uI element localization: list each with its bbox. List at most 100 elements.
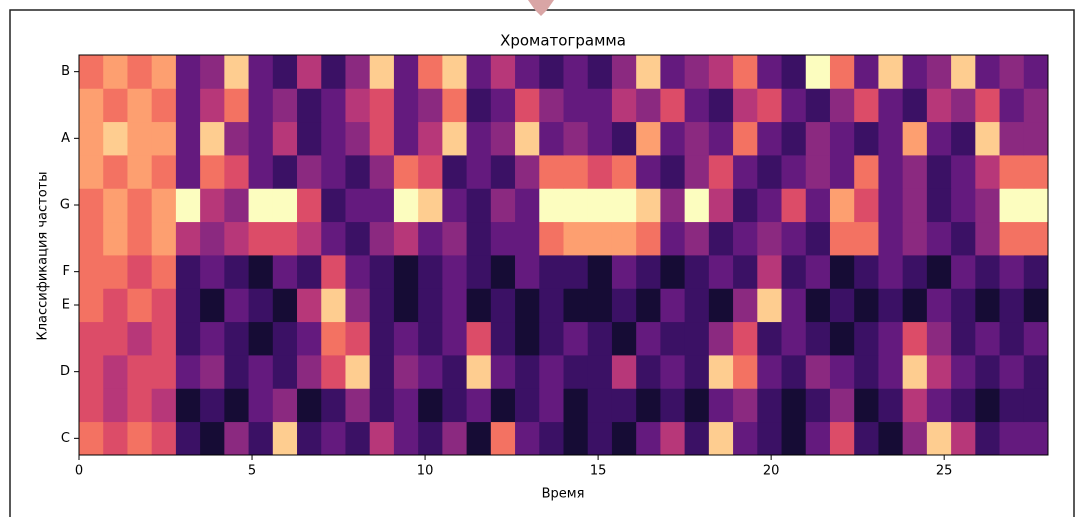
heatmap-cell — [345, 55, 371, 89]
heatmap-cell — [442, 255, 467, 289]
heatmap-cell — [200, 355, 225, 389]
heatmap-cell — [442, 121, 467, 156]
heatmap-cell — [636, 121, 661, 156]
heatmap-cell — [369, 221, 395, 256]
heatmap-cell — [902, 121, 928, 156]
heatmap-cell — [151, 321, 177, 356]
heatmap-cell — [733, 421, 758, 456]
heatmap-cell — [272, 155, 298, 189]
heatmap-cell — [127, 55, 153, 89]
heatmap-cell — [539, 255, 564, 289]
heatmap-cell — [127, 188, 153, 223]
heatmap-cell — [175, 255, 201, 289]
heatmap-cell — [248, 188, 274, 223]
heatmap-cell — [539, 355, 564, 389]
heatmap-cell — [224, 121, 249, 156]
heatmap-cell — [1023, 288, 1049, 323]
heatmap-cell — [708, 121, 734, 156]
heatmap-cell — [684, 55, 710, 89]
y-tick-label: G — [60, 198, 70, 213]
heatmap-cell — [248, 221, 274, 256]
heatmap-cell — [490, 121, 516, 156]
heatmap-cell — [321, 255, 346, 289]
heatmap-cell — [563, 155, 589, 189]
heatmap-cell — [175, 388, 201, 423]
heatmap-cell — [539, 421, 564, 456]
heatmap-cell — [951, 355, 976, 389]
heatmap-cell — [345, 255, 371, 289]
heatmap-cell — [151, 55, 177, 89]
heatmap-cell — [781, 121, 807, 156]
heatmap-cell — [878, 55, 904, 89]
heatmap-cell — [708, 55, 734, 89]
heatmap-cell — [151, 421, 177, 456]
heatmap-cell — [587, 88, 613, 123]
heatmap-cell — [611, 55, 637, 89]
heatmap-cell — [539, 121, 564, 156]
heatmap-cell — [272, 388, 298, 423]
heatmap-cell — [151, 388, 177, 423]
heatmap-cell — [805, 121, 831, 156]
heatmap-cell — [79, 355, 104, 389]
heatmap-cell — [781, 421, 807, 456]
heatmap-cell — [975, 355, 1000, 389]
heatmap-cell — [660, 188, 686, 223]
heatmap-cell — [902, 421, 928, 456]
heatmap-cell — [490, 221, 516, 256]
heatmap-cell — [708, 221, 734, 256]
heatmap-cell — [393, 255, 419, 289]
heatmap-cell — [297, 121, 322, 156]
heatmap-cell — [297, 155, 322, 189]
heatmap-cell — [733, 321, 758, 356]
heatmap-cell — [539, 221, 564, 256]
heatmap-cell — [757, 421, 782, 456]
heatmap-cell — [321, 188, 346, 223]
heatmap-cell — [708, 155, 734, 189]
heatmap-cell — [563, 388, 589, 423]
heatmap-cell — [587, 188, 613, 223]
heatmap-cell — [490, 321, 516, 356]
heatmap-cell — [805, 55, 831, 89]
heatmap-cell — [611, 421, 637, 456]
heatmap-cell — [611, 221, 637, 256]
heatmap-cell — [733, 88, 758, 123]
heatmap-cell — [151, 155, 177, 189]
heatmap-cell — [805, 255, 831, 289]
heatmap-cell — [321, 155, 346, 189]
heatmap-cell — [975, 188, 1000, 223]
heatmap-cell — [539, 155, 564, 189]
heatmap-cell — [297, 188, 322, 223]
heatmap-cell — [418, 388, 443, 423]
heatmap-cell — [248, 55, 274, 89]
heatmap-cell — [393, 288, 419, 323]
heatmap-cell — [684, 388, 710, 423]
heatmap-cell — [127, 121, 153, 156]
heatmap-cell — [79, 421, 104, 456]
heatmap-cell — [248, 255, 274, 289]
heatmap-cell — [611, 321, 637, 356]
heatmap-cell — [1023, 121, 1049, 156]
heatmap-cell — [127, 388, 153, 423]
heatmap-cell — [442, 321, 467, 356]
heatmap-cell — [563, 421, 589, 456]
heatmap-cell — [393, 55, 419, 89]
heatmap-cell — [393, 321, 419, 356]
heatmap-cell — [781, 355, 807, 389]
heatmap-cell — [781, 221, 807, 256]
heatmap-cell — [224, 288, 249, 323]
heatmap-cell — [708, 421, 734, 456]
heatmap-cell — [515, 288, 540, 323]
heatmap-cell — [418, 88, 443, 123]
heatmap-cell — [79, 55, 104, 89]
heatmap-cell — [563, 55, 589, 89]
heatmap-cell — [369, 55, 395, 89]
heatmap-cell — [345, 221, 371, 256]
heatmap-cell — [563, 255, 589, 289]
heatmap-cell — [563, 288, 589, 323]
heatmap-cell — [466, 55, 492, 89]
heatmap-cell — [587, 288, 613, 323]
heatmap-cell — [272, 221, 298, 256]
heatmap-cell — [297, 55, 322, 89]
heatmap-cell — [175, 121, 201, 156]
